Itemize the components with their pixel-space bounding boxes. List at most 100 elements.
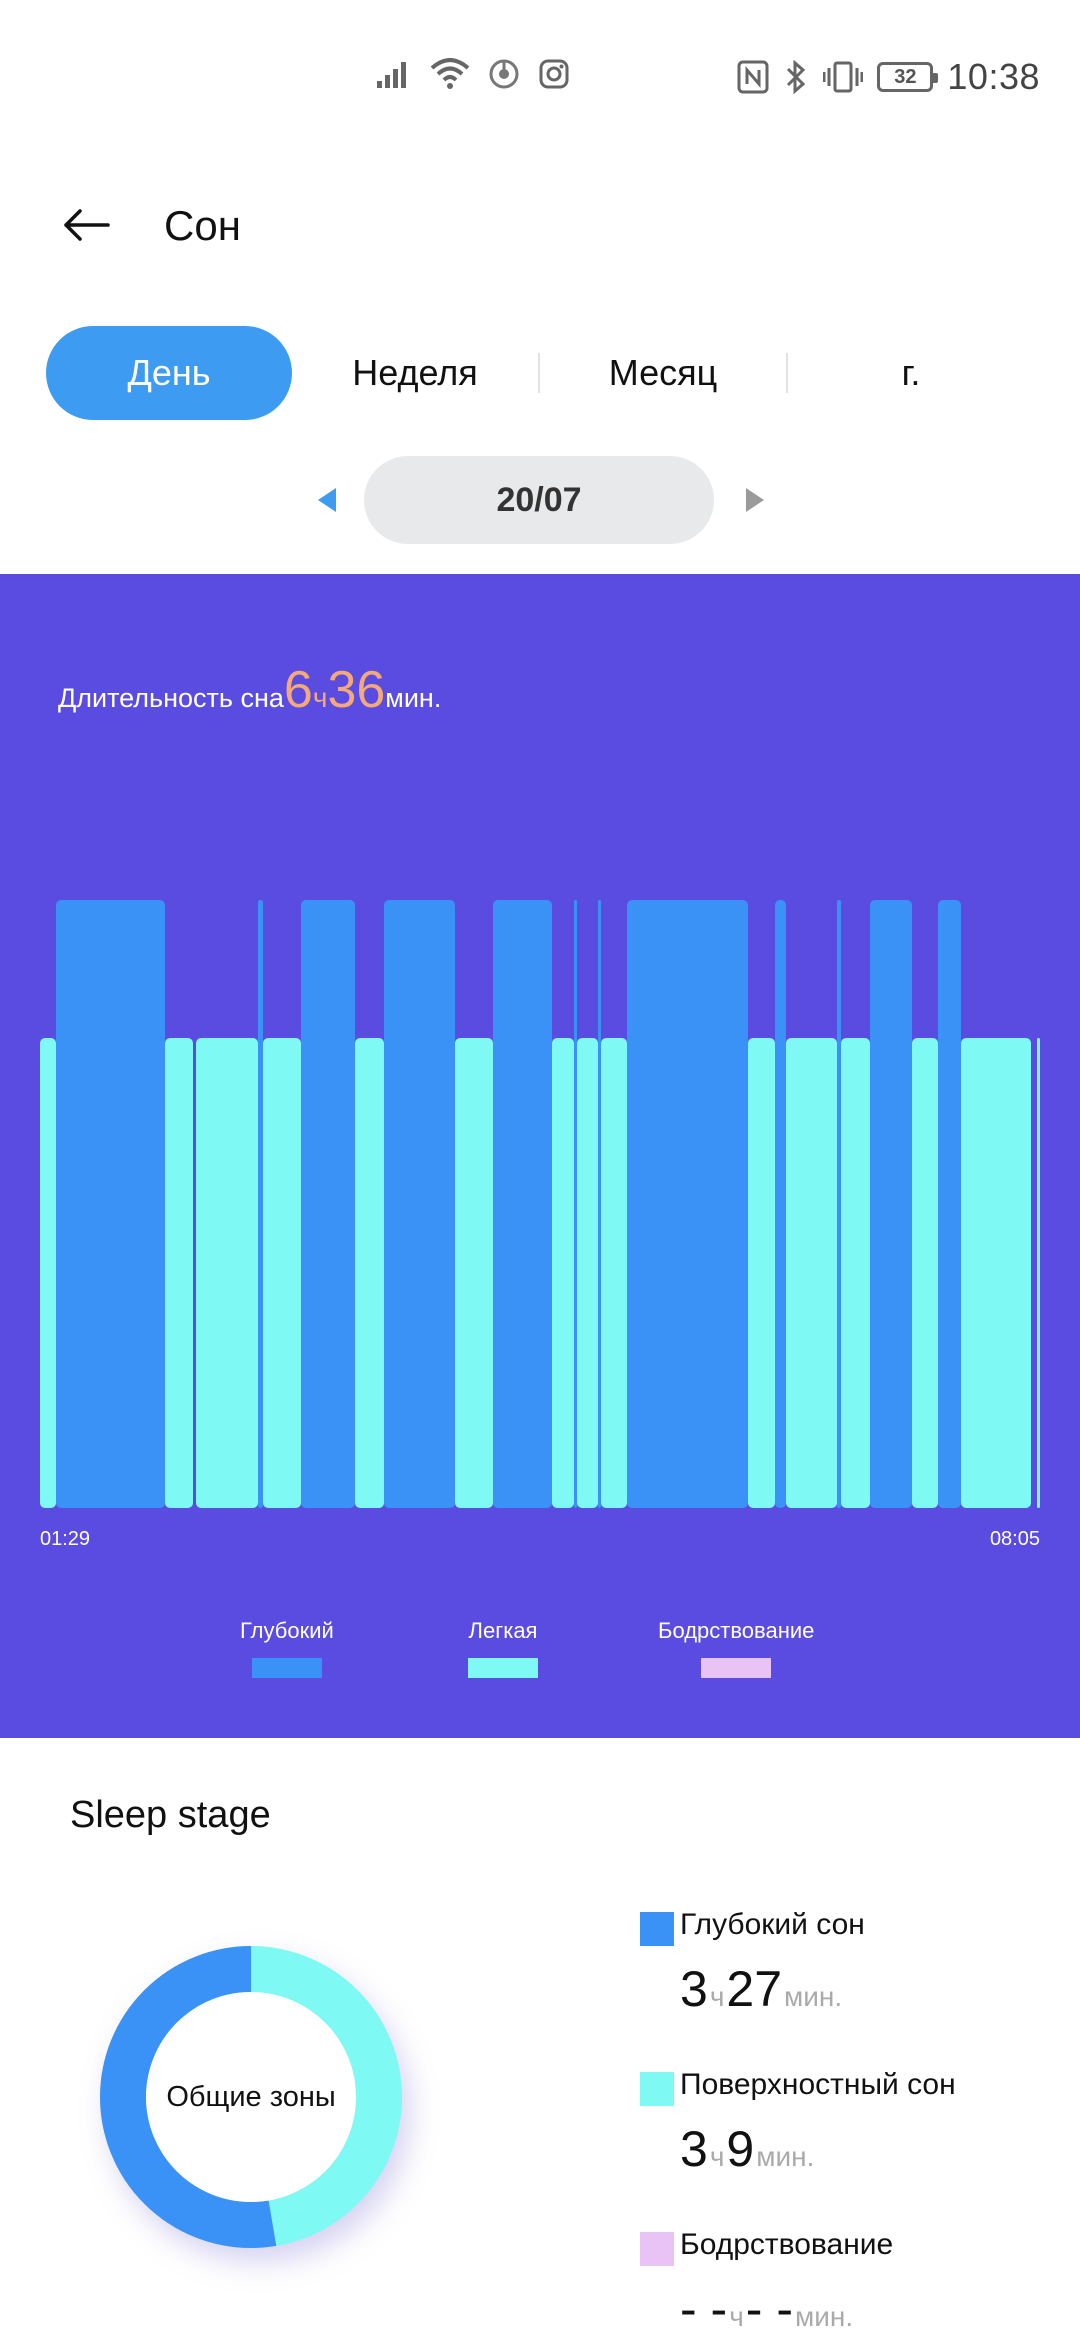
sleep-duration: Длительность сна 6 ч 36 мин. (58, 660, 441, 720)
sleep-segment-light (196, 1038, 258, 1508)
sleep-segment-deep (775, 900, 786, 1508)
stage-awake-minutes-unit: мин. (795, 2301, 854, 2332)
legend-light: Легкая (468, 1618, 538, 1678)
legend-awake-swatch (701, 1658, 772, 1678)
wifi-icon (430, 58, 470, 90)
nfc-icon (737, 60, 769, 94)
donut-hole (146, 1992, 356, 2202)
sleep-stage-donut: Общие зоны (96, 1942, 406, 2252)
stage-light-swatch (640, 2072, 674, 2106)
stage-awake-name: Бодрствование (680, 2228, 894, 2261)
sleep-segment-light (748, 1038, 775, 1508)
stage-deep-swatch (640, 1912, 674, 1946)
period-tabs: День Неделя Месяц г. (46, 326, 1046, 420)
tab-month[interactable]: Месяц (608, 352, 718, 393)
next-date-button[interactable] (740, 482, 770, 518)
sleep-segment-deep (384, 900, 455, 1508)
status-time: 10:38 (947, 56, 1040, 97)
date-picker: 20/07 (0, 456, 1080, 546)
stage-item-light: Поверхностный сон 3 ч 9 мин. (640, 2066, 1060, 2226)
sleep-segment-light (601, 1038, 627, 1508)
sleep-segment-light (841, 1038, 870, 1508)
sleep-chart-panel: Длительность сна 6 ч 36 мин. 01:29 08:05… (0, 574, 1080, 1738)
duration-hours: 6 (283, 661, 313, 719)
legend-deep-swatch (251, 1658, 322, 1678)
status-bar: 32 10:38 (0, 0, 1080, 160)
sleep-segment-light (165, 1038, 193, 1508)
sleep-segment-deep (301, 900, 355, 1508)
legend-deep-label: Глубокий (240, 1618, 334, 1643)
page-title: Сон (164, 202, 241, 249)
duration-minutes: 36 (327, 661, 386, 719)
app-bar: Сон (0, 180, 1080, 270)
signal-icon (376, 59, 412, 89)
tab-divider (538, 353, 540, 393)
stage-deep-minutes-unit: мин. (784, 1981, 843, 2012)
stage-item-awake: Бодрствование - - ч - - мин. (640, 2226, 1060, 2340)
chart-end-time: 08:05 (989, 1528, 1040, 1550)
sleep-segment-light (786, 1038, 837, 1508)
stage-awake-minutes: - - (745, 2281, 793, 2337)
donut-slice-deep (100, 1946, 402, 2248)
stage-deep-value: 3 ч 27 мин. (680, 1960, 844, 2018)
vibrate-icon (823, 60, 864, 94)
sleep-segment-light (355, 1038, 384, 1508)
sleep-segment-deep (598, 900, 601, 1508)
tab-day[interactable]: День (46, 326, 292, 420)
sleep-segment-deep (870, 900, 912, 1508)
arrow-left-icon (64, 209, 110, 241)
triangle-left-icon (318, 488, 336, 512)
duration-label: Длительность сна (58, 683, 284, 713)
duration-hours-unit: ч (312, 682, 328, 713)
sleep-segment-light (961, 1038, 1031, 1508)
stage-deep-hours: 3 (680, 1961, 708, 2017)
sleep-segment-deep (493, 900, 552, 1508)
sleep-segment-light (552, 1038, 574, 1508)
tab-week[interactable]: Неделя (352, 352, 478, 393)
stage-awake-swatch (640, 2232, 674, 2266)
music-app-icon (488, 58, 520, 90)
donut-center-label: Общие зоны (166, 2080, 336, 2113)
stage-deep-name: Глубокий сон (680, 1908, 865, 1941)
prev-date-button[interactable] (312, 482, 342, 518)
duration-minutes-unit: мин. (385, 683, 442, 713)
sleep-stage-title: Sleep stage (70, 1794, 271, 1836)
stage-awake-hours: - - (680, 2281, 728, 2337)
sleep-segment-light (912, 1038, 938, 1508)
stage-light-value: 3 ч 9 мин. (680, 2120, 816, 2178)
sleep-segment-deep (837, 900, 841, 1508)
sleep-segment-light (263, 1038, 301, 1508)
stage-awake-hours-unit: ч (729, 2301, 744, 2332)
chart-legend: Глубокий Легкая Бодрствование (0, 1618, 1080, 1698)
triangle-right-icon (746, 488, 764, 512)
stage-deep-minutes: 27 (726, 1961, 783, 2017)
sleep-stage-chart (40, 900, 1040, 1508)
instagram-icon (538, 58, 570, 90)
legend-awake: Бодрствование (658, 1618, 814, 1678)
sleep-segment-light (455, 1038, 493, 1508)
legend-light-label: Легкая (468, 1618, 538, 1643)
sleep-stage-list: Глубокий сон 3 ч 27 мин. Поверхностный с… (640, 1906, 1060, 2340)
current-date[interactable]: 20/07 (364, 456, 714, 544)
sleep-segment-light (577, 1038, 598, 1508)
battery-indicator: 32 (877, 62, 939, 92)
tab-year[interactable]: г. (901, 352, 921, 393)
legend-deep: Глубокий (240, 1618, 334, 1678)
stage-awake-value: - - ч - - мин. (680, 2280, 855, 2338)
sleep-segment-deep (56, 900, 165, 1508)
sleep-segment-deep (627, 900, 748, 1508)
legend-light-swatch (468, 1658, 538, 1678)
sleep-segment-deep (574, 900, 577, 1508)
bluetooth-icon (783, 60, 809, 94)
sleep-segment-light (1037, 1038, 1040, 1508)
stage-light-hours: 3 (680, 2121, 708, 2177)
back-button[interactable] (56, 200, 116, 250)
stage-deep-hours-unit: ч (709, 1981, 725, 2012)
sleep-segment-deep (938, 900, 961, 1508)
chart-start-time: 01:29 (40, 1528, 91, 1550)
stage-item-deep: Глубокий сон 3 ч 27 мин. (640, 1906, 1060, 2066)
tab-divider (786, 353, 788, 393)
stage-light-minutes-unit: мин. (756, 2141, 815, 2172)
sleep-segment-deep (258, 900, 263, 1508)
stage-light-minutes: 9 (726, 2121, 755, 2177)
